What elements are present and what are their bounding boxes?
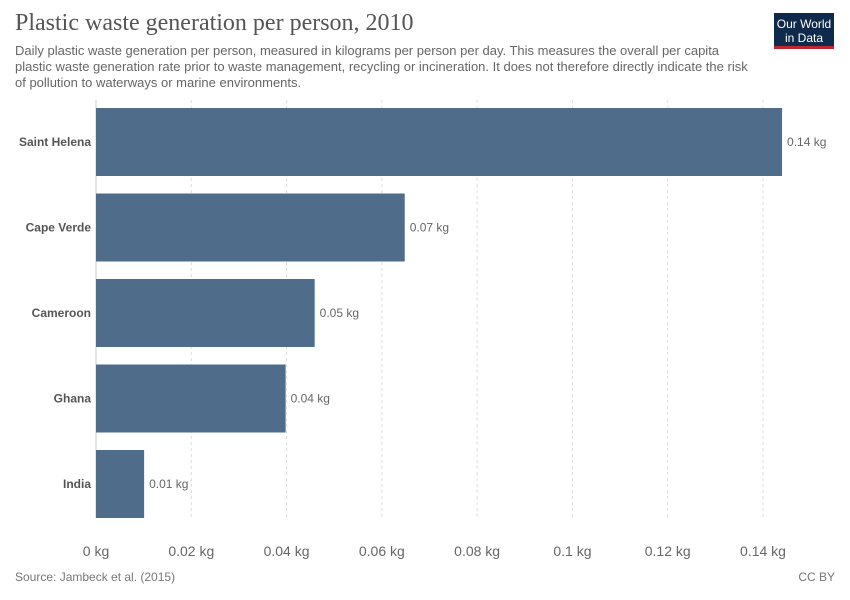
source-note[interactable]: Source: Jambeck et al. (2015) (15, 570, 176, 584)
category-label: Saint Helena (19, 135, 91, 149)
value-label: 0.01 kg (149, 477, 188, 491)
bar (96, 364, 286, 433)
value-label: 0.14 kg (787, 135, 826, 149)
x-tick-label: 0.04 kg (264, 543, 310, 559)
x-tick-label: 0 kg (83, 543, 109, 559)
logo-line-1: Our World (776, 17, 832, 31)
x-tick-label: 0.02 kg (168, 543, 214, 559)
bar (96, 108, 783, 176)
x-tick-label: 0.1 kg (553, 543, 591, 559)
bar (96, 279, 315, 347)
x-tick-label: 0.06 kg (359, 543, 405, 559)
category-label: Ghana (54, 392, 92, 406)
bar (96, 450, 145, 518)
x-tick-label: 0.12 kg (645, 543, 691, 559)
x-tick-label: 0.08 kg (454, 543, 500, 559)
category-label: Cape Verde (26, 221, 92, 235)
value-label: 0.05 kg (320, 306, 359, 320)
category-label: India (63, 477, 91, 491)
category-label: Cameroon (32, 306, 91, 320)
license-link[interactable]: CC BY (798, 570, 835, 584)
logo-line-2: in Data (784, 31, 824, 45)
chart-subtitle: Daily plastic waste generation per perso… (15, 43, 748, 90)
bar (96, 193, 405, 262)
value-label: 0.07 kg (410, 221, 449, 235)
chart-title: Plastic waste generation per person, 201… (15, 10, 414, 36)
owid-logo[interactable]: Our World in Data (774, 13, 834, 49)
value-label: 0.04 kg (291, 392, 330, 406)
x-tick-label: 0.14 kg (740, 543, 786, 559)
